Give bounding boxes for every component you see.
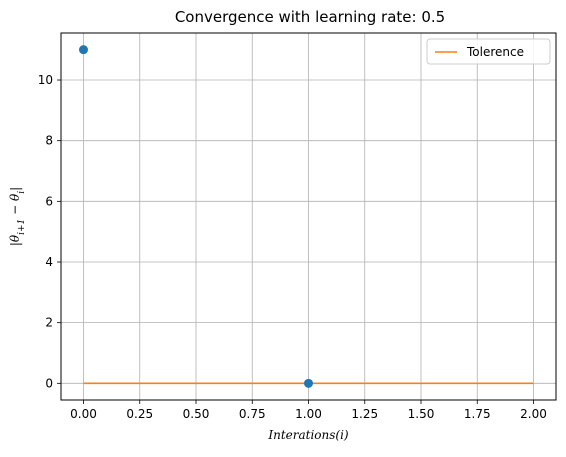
y-tick-label: 6 bbox=[45, 194, 53, 208]
y-axis-label: |θi+1 − θi| bbox=[8, 187, 27, 246]
x-tick-label: 1.50 bbox=[408, 407, 435, 421]
y-tick-label: 2 bbox=[45, 316, 53, 330]
x-tick-label: 0.25 bbox=[126, 407, 153, 421]
y-tick-label: 10 bbox=[38, 73, 53, 87]
y-tick-label: 4 bbox=[45, 255, 53, 269]
data-point bbox=[304, 378, 313, 388]
x-tick-label: 1.00 bbox=[295, 407, 322, 421]
x-tick-label: 1.25 bbox=[351, 407, 378, 421]
x-tick-label: 0.75 bbox=[239, 407, 266, 421]
data-point bbox=[79, 45, 88, 55]
y-tick-label: 0 bbox=[45, 376, 53, 390]
axis-ticks: 0.00 0.25 0.50 0.75 1.00 1.25 1.50 1.75 2.00 0 2 4 6… bbox=[38, 73, 547, 421]
series-layer bbox=[79, 45, 534, 388]
legend-label: Tolerence bbox=[466, 45, 524, 59]
legend-box bbox=[426, 38, 551, 65]
y-tick-label: 8 bbox=[45, 134, 53, 148]
x-tick-label: 0.00 bbox=[70, 407, 97, 421]
legend: Tolerence bbox=[426, 38, 551, 65]
x-axis-label: Interations(i) bbox=[267, 428, 349, 442]
grid bbox=[61, 33, 556, 400]
chart-title: Convergence with learning rate: 0.5 bbox=[175, 8, 445, 26]
x-tick-label: 1.75 bbox=[464, 407, 491, 421]
x-tick-label: 0.50 bbox=[183, 407, 210, 421]
x-tick-label: 2.00 bbox=[520, 407, 547, 421]
